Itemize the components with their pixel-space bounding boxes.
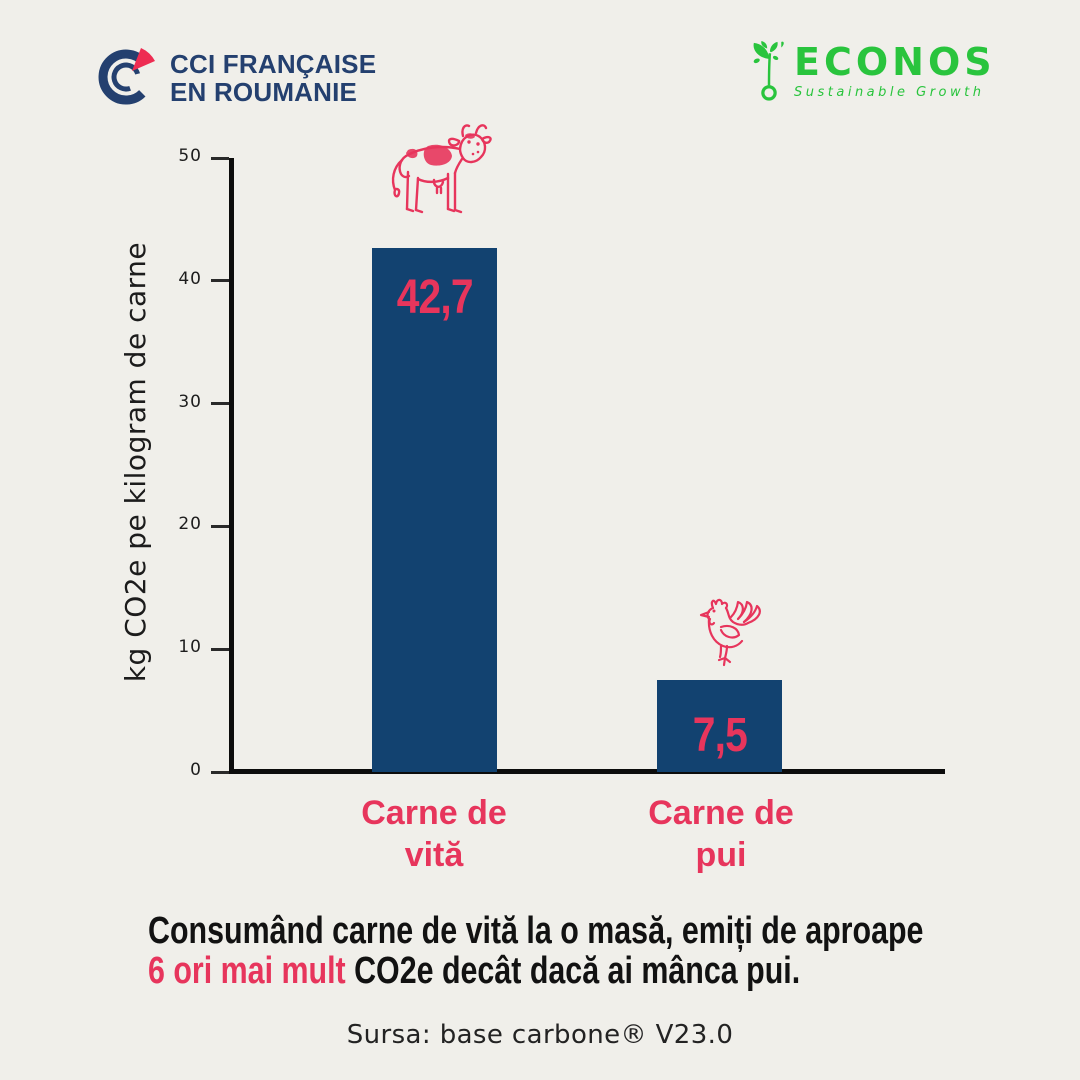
cci-logo-line2: EN ROUMANIE	[170, 77, 358, 107]
y-tick-mark	[211, 524, 229, 528]
bar-carne-de-pui: 7,5	[657, 679, 782, 772]
caption-highlight: 6 ori mai mult	[148, 950, 346, 992]
caption-line-1: Consumând carne de vită la o masă, emiți…	[148, 911, 1028, 951]
cci-logo-line1: CCI FRANÇAISE	[170, 49, 377, 79]
econos-logo-name: ECONOS	[794, 40, 996, 84]
caption-text: CO2e decât dacă ai mânca pui.	[354, 950, 801, 992]
cci-logo-text: CCI FRANÇAISE EN ROUMANIE	[170, 44, 376, 108]
x-axis-line	[229, 769, 945, 774]
source-note: Sursa: base carbone® V23.0	[346, 1020, 734, 1050]
y-tick-mark	[211, 279, 229, 283]
econos-logo-tagline: Sustainable Growth	[794, 85, 985, 100]
bar-carne-de-vita: 42,7	[372, 247, 497, 772]
x-category-label-vita: Carne de vită	[361, 794, 507, 874]
cow-icon	[391, 124, 492, 214]
econos-logo-text: ECONOS Sustainable Growth	[794, 40, 996, 108]
cci-emblem-icon	[98, 48, 155, 105]
bar-value-label: 7,5	[692, 708, 747, 762]
y-tick-label: 50	[178, 146, 202, 166]
y-tick-label: 20	[178, 514, 202, 535]
y-axis-title: kg CO2e pe kilogram de carne	[119, 241, 152, 683]
econos-logo: ECONOS Sustainable Growth	[750, 40, 996, 108]
chicken-icon	[699, 598, 761, 667]
caption-text: Consumând carne de vită la o masă, emiți…	[148, 910, 924, 952]
y-axis-line	[229, 158, 234, 774]
y-tick-mark	[211, 647, 229, 651]
y-tick-label: 10	[178, 637, 202, 658]
caption: Consumând carne de vită la o masă, emiți…	[148, 911, 1028, 991]
y-tick-label: 40	[178, 268, 202, 289]
y-tick-label: 0	[190, 760, 202, 780]
y-tick-mark	[211, 770, 229, 774]
cci-logo: CCI FRANÇAISE EN ROUMANIE	[96, 44, 376, 108]
y-tick-mark	[211, 156, 229, 160]
y-tick-mark	[211, 402, 229, 406]
bar-value-label: 42,7	[396, 270, 473, 324]
sprout-icon	[753, 40, 784, 101]
x-category-label-pui: Carne de pui	[648, 794, 794, 874]
caption-line-2: 6 ori mai mult CO2e decât dacă ai mânca …	[148, 951, 1028, 991]
y-tick-label: 30	[178, 391, 202, 412]
